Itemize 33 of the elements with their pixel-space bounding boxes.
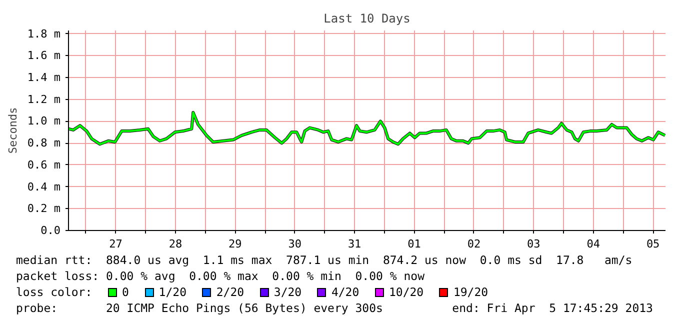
legend-title: loss color: — [16, 285, 92, 299]
y-tick-label: 1.6 m — [27, 49, 61, 62]
legend-label: 1/20 — [158, 285, 186, 299]
y-tick-label: 0.4 m — [27, 180, 61, 194]
legend-label: 4/20 — [331, 285, 360, 299]
x-tick-label: 30 — [288, 238, 302, 250]
x-tick-label: 05 — [646, 238, 660, 250]
x-tick-label: 03 — [527, 238, 540, 250]
legend-label: 2/20 — [216, 285, 244, 299]
x-tick-label: 01 — [408, 238, 421, 250]
x-tick-label: 04 — [586, 238, 600, 250]
y-tick-label: 0.0 — [40, 224, 61, 237]
y-tick-label: 1.2 m — [27, 92, 61, 106]
text: packet loss: 0.00 % avg 0.00 % max 0.00 % min 0.00 % now — [16, 268, 426, 284]
y-tick-label: 0.2 m — [27, 202, 61, 216]
y-tick-label: 1.4 m — [27, 70, 61, 84]
legend-label: 0 — [122, 285, 129, 299]
legend-label: 3/20 — [274, 285, 302, 299]
y-tick-label: 1.0 m — [27, 114, 61, 128]
legend-label: 19/20 — [453, 285, 488, 299]
x-tick-label: 02 — [467, 238, 481, 250]
text: median rtt: 884.0 us avg 1.1 ms max 787.1 us min 874.2 us now 0.0 ms sd 17.8 am/s — [16, 252, 634, 268]
y-axis-title: Seconds — [6, 107, 20, 154]
y-tick-label: 0.8 m — [27, 136, 61, 150]
chart-title: Last 10 Days — [324, 12, 410, 26]
y-tick-label: 1.8 m — [27, 27, 61, 40]
x-tick-label: 27 — [109, 238, 122, 250]
text: probe: 20 ICMP Echo Pings (56 Bytes) every 300s end: Fri Apr 5 17:45:29 2013 — [16, 300, 653, 316]
x-tick-label: 31 — [348, 238, 362, 250]
x-tick-label: 29 — [228, 238, 242, 250]
y-tick-label: 0.6 m — [27, 158, 61, 172]
x-tick-label: 28 — [168, 238, 182, 250]
legend-label: 10/20 — [388, 285, 424, 299]
